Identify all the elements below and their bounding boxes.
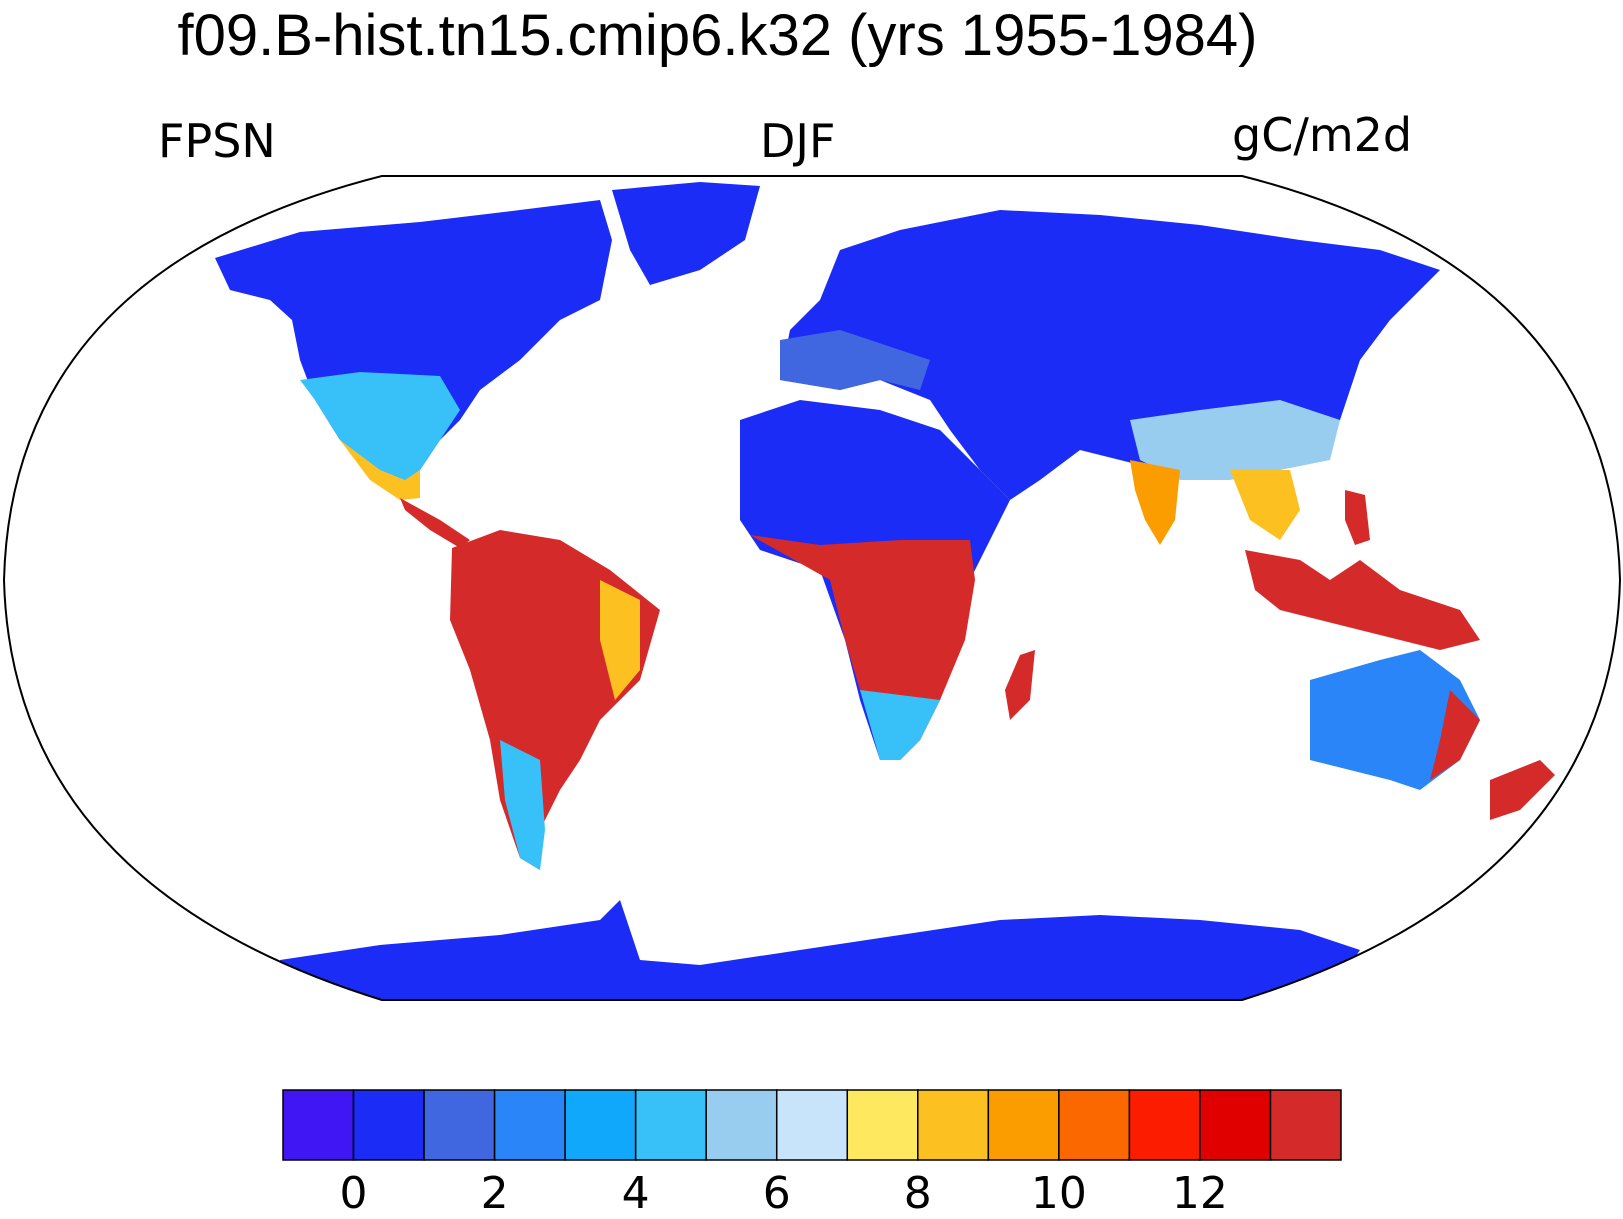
colorbar-cell	[352, 1089, 425, 1161]
colorbar-cell	[423, 1089, 496, 1161]
madagascar	[1005, 650, 1035, 720]
north-america-south-band	[300, 372, 460, 480]
colorbar-cell	[1058, 1089, 1131, 1161]
colorbar-tick-label: 8	[903, 1168, 932, 1219]
south-america-east-band	[600, 580, 640, 700]
colorbar-cell	[1269, 1089, 1342, 1161]
colorbar-cell	[917, 1089, 990, 1161]
colorbar-tick-label: 0	[339, 1168, 368, 1219]
colorbar-cell	[634, 1089, 707, 1161]
colorbar-tick-label: 10	[1030, 1168, 1087, 1219]
mediterranean-band	[780, 330, 930, 390]
colorbar-cell	[564, 1089, 637, 1161]
colorbar-cell	[1199, 1089, 1272, 1161]
colorbar-tick-label: 4	[621, 1168, 650, 1219]
mexico-warm	[340, 440, 420, 500]
world-map	[2, 175, 1622, 1001]
colorbar-tick-label: 6	[762, 1168, 791, 1219]
china-south-band	[1130, 400, 1340, 480]
colorbar-cell	[1128, 1089, 1201, 1161]
colorbar-cell	[987, 1089, 1060, 1161]
map-title: f09.B-hist.tn15.cmip6.k32 (yrs 1955-1984…	[177, 3, 1258, 68]
colorbar-cell	[282, 1089, 355, 1161]
season-label: DJF	[760, 114, 836, 168]
colorbar-cell	[775, 1089, 849, 1161]
south-america-south-band	[500, 740, 545, 870]
antarctica	[280, 900, 1360, 1000]
colorbar-cell	[493, 1089, 566, 1161]
africa-south-band	[860, 690, 940, 760]
variable-label: FPSN	[158, 114, 276, 168]
units-label: gC/m2d	[1232, 108, 1413, 162]
north-america	[215, 200, 612, 480]
southeast-asia	[1230, 470, 1300, 540]
greenland	[612, 182, 760, 285]
globe-outline	[2, 175, 1622, 1001]
central-america	[400, 498, 470, 548]
india	[1130, 460, 1180, 545]
indonesia	[1245, 550, 1480, 650]
philippines	[1345, 490, 1370, 545]
colorbar-tick-label: 2	[480, 1168, 509, 1219]
colorbar-cell	[705, 1089, 778, 1161]
colorbar-tick-label: 12	[1171, 1168, 1228, 1219]
australia-east-coast	[1430, 690, 1480, 780]
colorbar-cell	[846, 1089, 919, 1161]
new-zealand	[1490, 760, 1555, 820]
